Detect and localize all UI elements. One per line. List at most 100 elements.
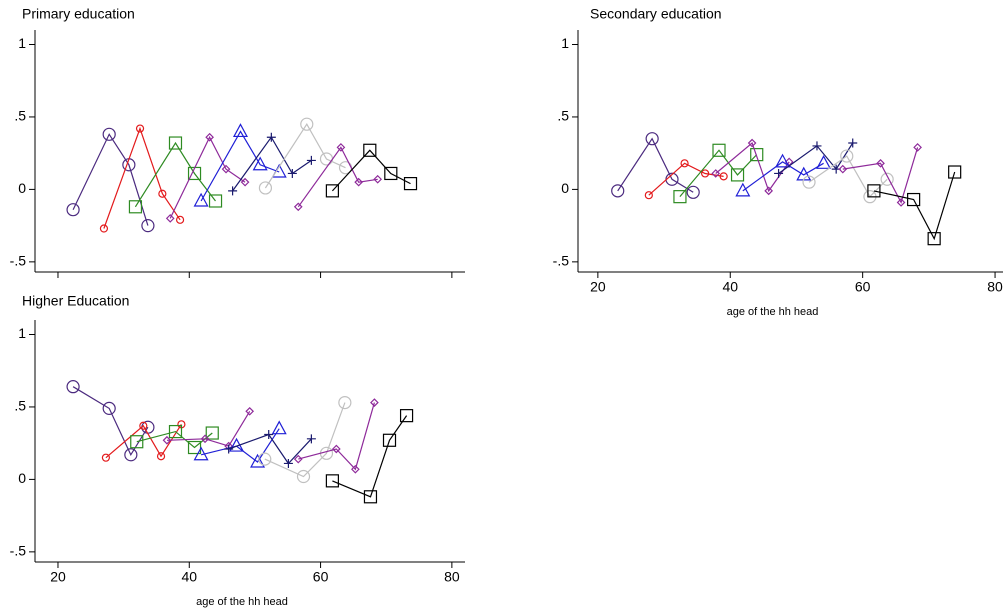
marker <box>867 184 881 198</box>
marker <box>351 464 360 474</box>
marker <box>686 185 700 199</box>
marker <box>611 184 625 198</box>
panel-title: Primary education <box>22 6 135 22</box>
series-line <box>166 410 251 447</box>
marker <box>701 169 710 178</box>
marker <box>750 148 764 162</box>
marker <box>101 453 111 462</box>
marker <box>208 194 223 208</box>
marker <box>774 168 784 178</box>
marker <box>306 155 316 165</box>
marker <box>283 458 293 468</box>
marker <box>124 448 138 462</box>
marker <box>66 380 80 394</box>
marker <box>99 224 109 233</box>
x-tick-label: 40 <box>722 279 738 295</box>
x-axis-label: age of the hh head <box>196 596 288 608</box>
marker <box>399 409 414 423</box>
marker <box>228 186 238 196</box>
marker <box>224 444 234 454</box>
marker <box>158 189 167 198</box>
marker <box>336 143 346 152</box>
marker <box>373 174 383 184</box>
x-tick-label: 20 <box>590 279 606 295</box>
series-line <box>103 126 181 229</box>
series-line <box>72 133 149 226</box>
marker <box>250 453 266 468</box>
marker <box>264 429 274 439</box>
marker <box>848 138 858 148</box>
y-tick-label: 1 <box>18 35 26 51</box>
panel: Secondary education -.5 0 .5 1 20 40 60 80 age of… <box>553 6 1003 318</box>
y-tick-label: .5 <box>14 108 26 124</box>
marker <box>948 165 962 179</box>
marker <box>271 420 287 435</box>
y-tick-label: .5 <box>14 398 26 414</box>
series-line <box>332 415 408 498</box>
marker <box>245 406 255 416</box>
marker <box>644 191 653 200</box>
x-tick-label: 60 <box>855 279 871 295</box>
marker <box>193 192 209 207</box>
marker <box>168 136 183 150</box>
marker <box>331 444 341 454</box>
marker <box>232 123 248 138</box>
marker <box>258 181 273 195</box>
marker <box>240 177 250 187</box>
marker <box>735 182 751 197</box>
marker <box>840 149 854 163</box>
marker <box>165 214 175 223</box>
marker <box>168 424 183 439</box>
series-line <box>298 402 375 471</box>
panel-title: Higher Education <box>22 293 129 309</box>
x-tick-label: 80 <box>444 569 460 585</box>
marker <box>221 164 231 174</box>
marker <box>812 141 822 151</box>
marker <box>266 132 276 142</box>
marker <box>382 433 397 447</box>
series-line <box>297 146 378 208</box>
marker <box>747 138 757 148</box>
marker <box>719 172 728 181</box>
y-tick-label: -.5 <box>553 253 570 269</box>
marker <box>287 168 297 178</box>
y-tick-label: 0 <box>18 180 26 196</box>
marker <box>712 143 726 157</box>
series-line <box>72 386 149 457</box>
series-line <box>264 402 346 478</box>
marker <box>300 117 314 131</box>
marker <box>162 435 172 445</box>
marker <box>802 175 816 189</box>
marker <box>156 452 166 461</box>
marker <box>175 215 185 224</box>
marker <box>645 132 659 146</box>
series-line <box>200 130 280 202</box>
y-tick-label: -.5 <box>10 543 27 559</box>
marker <box>354 177 363 187</box>
series-line <box>264 123 346 189</box>
x-tick-label: 80 <box>987 279 1003 295</box>
series-line <box>331 149 411 192</box>
marker <box>205 132 214 142</box>
marker <box>403 177 418 191</box>
marker <box>896 198 906 207</box>
series-line <box>842 147 919 204</box>
marker <box>880 172 894 186</box>
marker <box>258 452 272 466</box>
marker <box>775 153 791 168</box>
marker <box>200 434 210 444</box>
marker <box>370 398 379 407</box>
x-tick-label: 60 <box>313 569 329 585</box>
marker <box>130 435 144 449</box>
x-tick-label: 20 <box>50 569 66 585</box>
marker <box>252 156 268 171</box>
marker <box>205 426 219 440</box>
marker <box>913 143 922 152</box>
series-line <box>742 161 824 192</box>
marker <box>193 446 209 461</box>
marker <box>816 155 832 169</box>
marker <box>764 186 774 196</box>
x-axis-label: age of the hh head <box>727 306 819 318</box>
y-tick-label: 0 <box>561 180 569 196</box>
panel-title: Secondary education <box>590 6 722 22</box>
